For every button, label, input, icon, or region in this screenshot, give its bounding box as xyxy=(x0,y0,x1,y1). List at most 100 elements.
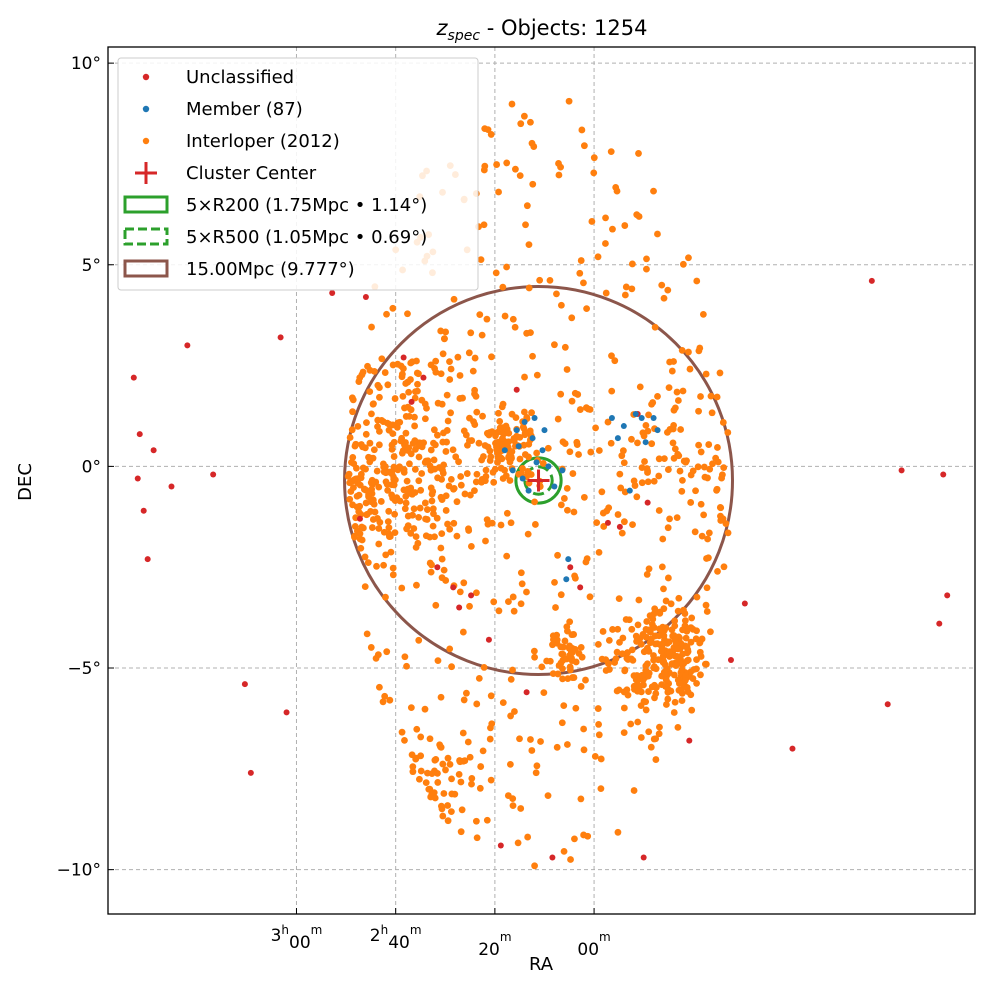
interloper-point xyxy=(439,438,447,446)
interloper-point xyxy=(404,310,411,318)
interloper-point xyxy=(628,435,635,443)
interloper-point xyxy=(403,662,410,670)
interloper-point xyxy=(415,477,423,485)
interloper-point xyxy=(543,657,551,665)
interloper-point xyxy=(369,516,377,523)
interloper-point xyxy=(678,487,686,495)
interloper-point xyxy=(674,397,682,404)
legend-label-6: 15.00Mpc (9.777°) xyxy=(186,259,355,280)
interloper-point xyxy=(384,486,392,494)
interloper-point xyxy=(628,285,636,293)
interloper-point xyxy=(563,484,571,492)
interloper-point xyxy=(531,498,539,506)
interloper-point xyxy=(599,628,607,635)
interloper-point xyxy=(531,862,538,870)
interloper-point xyxy=(697,448,705,456)
interloper-point xyxy=(447,365,455,373)
unclassified-point xyxy=(944,592,951,599)
interloper-point xyxy=(516,455,524,463)
interloper-point xyxy=(592,424,599,432)
interloper-point xyxy=(437,493,445,501)
interloper-point xyxy=(443,391,451,399)
interloper-point xyxy=(503,159,511,167)
interloper-point xyxy=(607,439,615,447)
interloper-point xyxy=(507,519,515,527)
interloper-point xyxy=(508,448,516,455)
interloper-point xyxy=(634,439,641,447)
member-point xyxy=(608,414,615,421)
interloper-point xyxy=(657,647,665,655)
interloper-point xyxy=(456,372,464,379)
interloper-point xyxy=(501,312,509,320)
interloper-point xyxy=(352,440,360,448)
interloper-point xyxy=(629,521,636,528)
interloper-point xyxy=(538,663,546,671)
interloper-point xyxy=(561,343,569,351)
y-tick-label-1: 5° xyxy=(82,256,101,276)
interloper-point xyxy=(624,649,631,656)
interloper-point xyxy=(594,253,602,261)
interloper-point xyxy=(680,606,687,614)
interloper-point xyxy=(612,655,620,663)
interloper-point xyxy=(479,747,487,755)
interloper-point xyxy=(577,257,585,264)
interloper-point xyxy=(598,655,606,663)
interloper-point xyxy=(379,698,387,706)
interloper-point xyxy=(718,474,725,482)
unclassified-point xyxy=(940,471,947,478)
interloper-point xyxy=(415,636,423,644)
interloper-point xyxy=(609,626,616,633)
interloper-point xyxy=(671,617,679,625)
interloper-point xyxy=(676,467,684,475)
interloper-point xyxy=(599,509,607,517)
interloper-point xyxy=(381,692,389,700)
interloper-point xyxy=(459,757,467,765)
interloper-point xyxy=(582,676,589,684)
interloper-point xyxy=(348,458,355,466)
interloper-point xyxy=(443,427,451,434)
interloper-point xyxy=(559,650,567,658)
interloper-point xyxy=(379,418,387,426)
member-point xyxy=(513,427,520,434)
interloper-point xyxy=(362,465,369,473)
interloper-point xyxy=(365,493,372,501)
interloper-point xyxy=(371,508,379,516)
interloper-point xyxy=(678,346,686,354)
interloper-point xyxy=(662,624,670,632)
interloper-point xyxy=(390,453,398,460)
interloper-point xyxy=(633,638,640,645)
circle-r15 xyxy=(343,285,734,676)
interloper-point xyxy=(555,160,562,167)
interloper-point xyxy=(555,171,563,179)
interloper-point xyxy=(580,831,588,839)
interloper-point xyxy=(356,535,364,543)
interloper-point xyxy=(553,290,560,298)
interloper-point xyxy=(487,453,495,461)
unclassified-point xyxy=(644,499,651,506)
interloper-point xyxy=(559,675,566,683)
interloper-point xyxy=(664,466,672,473)
interloper-point xyxy=(391,476,399,484)
legend-label-5: 5×R500 (1.05Mpc • 0.69°) xyxy=(186,227,427,248)
interloper-point xyxy=(667,600,675,608)
interloper-point xyxy=(355,508,363,515)
interloper-point xyxy=(398,728,406,736)
interloper-point xyxy=(608,352,615,360)
interloper-point xyxy=(499,283,507,291)
axis-ticks xyxy=(108,62,595,914)
interloper-point xyxy=(422,779,430,787)
interloper-point xyxy=(674,724,682,731)
interloper-point xyxy=(662,597,670,605)
interloper-point xyxy=(385,426,393,434)
interloper-point xyxy=(691,528,699,536)
unclassified-point xyxy=(567,564,574,571)
interloper-point xyxy=(640,681,647,689)
interloper-point xyxy=(383,310,390,318)
interloper-point xyxy=(511,708,518,715)
interloper-point xyxy=(605,636,613,644)
interloper-point xyxy=(424,457,432,465)
interloper-point xyxy=(363,630,371,638)
interloper-point xyxy=(412,754,420,762)
member-points xyxy=(501,410,661,583)
interloper-point xyxy=(720,563,728,571)
